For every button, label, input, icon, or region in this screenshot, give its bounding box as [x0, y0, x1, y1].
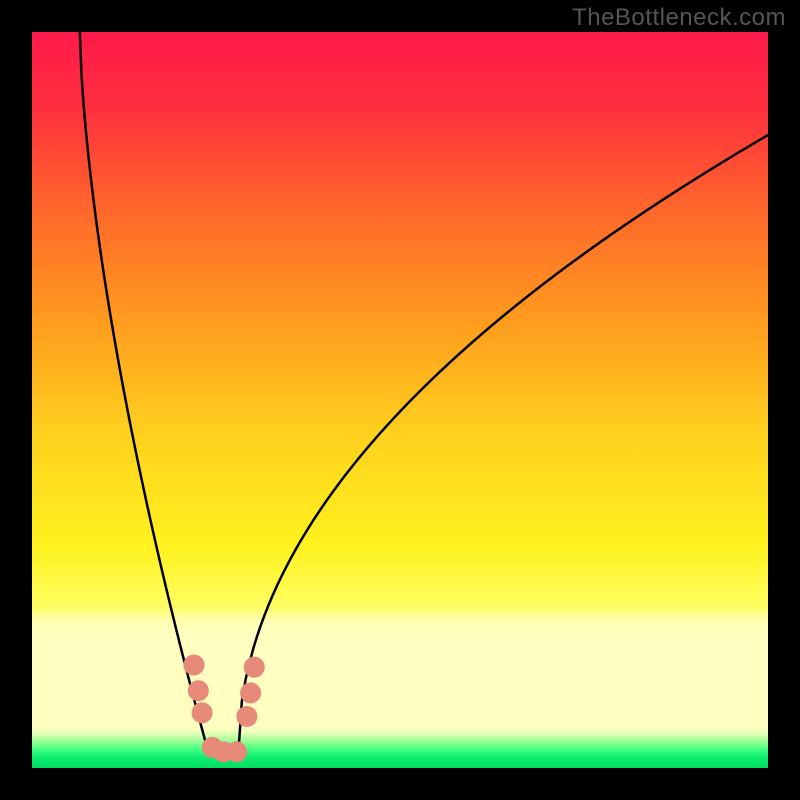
data-marker — [184, 655, 204, 675]
data-marker — [237, 706, 257, 726]
data-marker — [244, 657, 264, 677]
data-marker — [192, 703, 212, 723]
data-marker — [188, 681, 208, 701]
chart-container: TheBottleneck.com — [0, 0, 800, 800]
data-marker — [227, 742, 247, 762]
watermark-text: TheBottleneck.com — [572, 4, 786, 32]
data-marker — [241, 683, 261, 703]
chart-gradient-background — [32, 32, 768, 768]
bottleneck-chart — [0, 0, 800, 800]
